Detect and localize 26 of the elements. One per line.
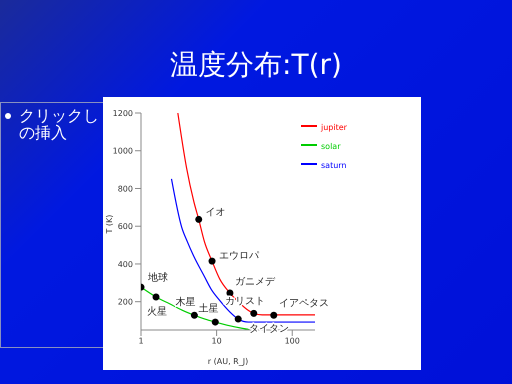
annotation: エウロパ	[219, 250, 260, 262]
text: クリックし	[19, 106, 99, 125]
annotation: イオ	[206, 206, 226, 218]
annotation: 土星	[198, 302, 218, 315]
legend-label: jupiter	[321, 123, 347, 132]
annotation: 火星	[147, 306, 168, 318]
annotation: 木星	[175, 296, 196, 308]
text: の挿入	[19, 123, 67, 142]
legend-label: saturn	[321, 161, 346, 170]
annotation: ガニメデ	[234, 276, 276, 288]
y-tick-label: 800	[118, 184, 133, 194]
x-axis-title: r (AU, R_J)	[208, 357, 248, 366]
y-tick-label: 1200	[112, 108, 133, 118]
y-tick-label: 400	[118, 260, 133, 269]
legend-label: solar	[321, 142, 340, 151]
annotation: タイタン	[249, 324, 290, 335]
annotation: イアペタス	[278, 298, 329, 309]
annotation: 地球	[147, 272, 168, 284]
y-tick-label: 200	[118, 298, 133, 307]
chart-title: 温度分布:T(r)	[169, 47, 343, 83]
x-tick-label: 1	[138, 336, 144, 346]
y-tick-label: 1000	[112, 146, 133, 156]
x-tick-label: 100	[284, 336, 300, 346]
y-axis-title: T (K)	[104, 214, 114, 234]
x-tick-label: 10	[212, 336, 222, 346]
y-tick-label: 600	[118, 222, 133, 232]
